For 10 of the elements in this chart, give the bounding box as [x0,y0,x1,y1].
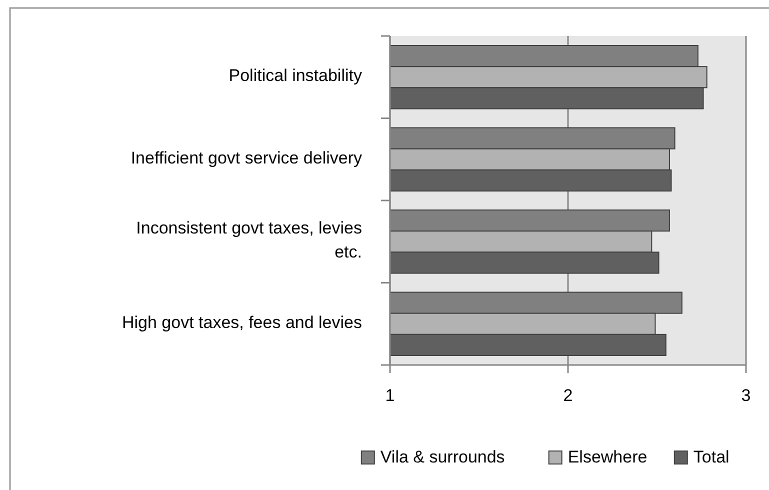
y-tick-label: Inconsistent govt taxes, levies etc. [136,219,362,262]
x-tick-label: 1 [385,386,395,405]
x-tick-label: 2 [563,386,573,405]
y-tick-label: High govt taxes, fees and levies [122,313,362,332]
y-tick-label: Inefficient govt service delivery [130,148,362,168]
legend-label: Elsewhere [568,447,648,466]
legend-label: Vila & surrounds [380,447,505,466]
legend-label: Total [693,447,730,466]
x-tick-label: 3 [741,386,751,405]
y-tick-label: Political instability [228,66,362,86]
